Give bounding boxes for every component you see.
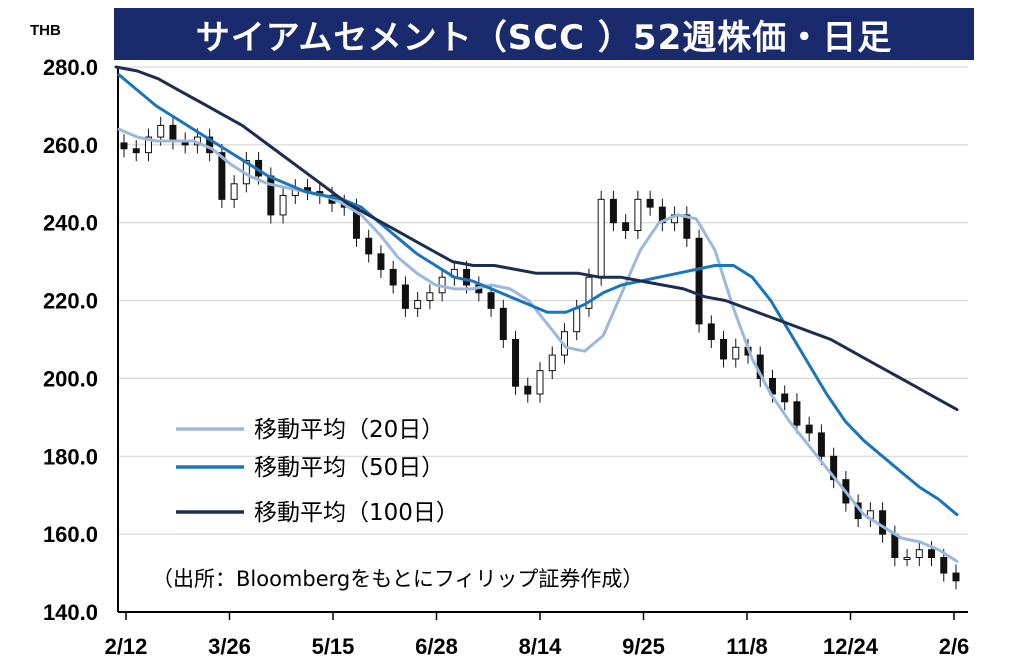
- legend: 移動平均（20日） 移動平均（50日） 移動平均（100日）: [176, 417, 459, 526]
- y-tick-label: 140.0: [43, 600, 98, 625]
- candle-body: [609, 198, 617, 224]
- y-axis-unit-label: THB: [30, 22, 61, 39]
- x-tick-label: 2/6: [939, 634, 970, 659]
- candle-body: [793, 401, 801, 426]
- ma-line-100: [114, 65, 959, 412]
- candle-body: [683, 214, 691, 239]
- candle-body: [279, 194, 287, 216]
- candle-body: [732, 346, 740, 360]
- candle-body: [120, 142, 128, 150]
- y-tick-label: 160.0: [43, 522, 98, 547]
- candle-body: [597, 198, 605, 278]
- x-tick-label: 3/26: [208, 634, 251, 659]
- candle-body: [365, 237, 373, 255]
- candle-body: [401, 284, 409, 309]
- x-tick-label: 6/28: [415, 634, 458, 659]
- candle-body: [573, 307, 581, 333]
- y-tick-label: 240.0: [43, 211, 98, 236]
- candle-body: [817, 432, 825, 457]
- candle-body: [512, 339, 520, 387]
- x-tick-label: 8/14: [519, 634, 563, 659]
- candle-body: [928, 549, 936, 559]
- candle-body: [499, 307, 507, 341]
- candle-body: [157, 124, 165, 138]
- candle-body: [646, 198, 654, 208]
- x-tick-label: 12/24: [823, 634, 879, 659]
- x-axis-ticks: 2/12 3/26 5/15 6/28 8/14 9/25 11/8 12/24 2/6: [105, 612, 970, 659]
- candle-body: [218, 152, 226, 200]
- candle-body: [952, 572, 960, 582]
- candle-body: [634, 198, 642, 232]
- candle-body: [903, 557, 911, 560]
- y-axis-ticks: 280.0 260.0 240.0 220.0 200.0 180.0 160.0 140.0: [43, 55, 98, 625]
- candle-body: [389, 268, 397, 286]
- candle-body: [781, 393, 789, 403]
- candle-body: [695, 237, 703, 325]
- legend-label: 移動平均（100日）: [254, 500, 459, 526]
- candle-body: [585, 276, 593, 309]
- candle-body: [132, 148, 140, 154]
- candle-body: [169, 124, 177, 142]
- y-tick-label: 180.0: [43, 444, 98, 469]
- candle-body: [622, 222, 630, 231]
- y-tick-label: 280.0: [43, 55, 98, 80]
- x-tick-label: 5/15: [312, 634, 355, 659]
- y-tick-label: 260.0: [43, 133, 98, 158]
- x-tick-label: 9/25: [622, 634, 665, 659]
- y-tick-label: 200.0: [43, 366, 98, 391]
- candle-body: [463, 268, 471, 286]
- gridlines: [117, 66, 968, 613]
- candle-body: [414, 300, 422, 309]
- ma-line-20: [117, 127, 959, 563]
- candle-body: [426, 292, 434, 302]
- candle-body: [805, 424, 813, 434]
- source-note: （出所：Bloombergをもとにフィリップ証券作成）: [152, 567, 643, 591]
- legend-label: 移動平均（20日）: [254, 417, 444, 443]
- candle-body: [879, 510, 887, 535]
- x-tick-label: 11/8: [726, 634, 768, 659]
- candlesticks: [120, 116, 960, 590]
- legend-label: 移動平均（50日）: [254, 455, 444, 481]
- candle-body: [377, 253, 385, 270]
- candle-body: [230, 183, 238, 200]
- candle-body: [940, 557, 948, 574]
- x-tick-label: 2/12: [105, 634, 148, 659]
- candle-body: [487, 292, 495, 309]
- ma-line-50: [117, 73, 959, 517]
- candle-body: [830, 455, 838, 481]
- candle-body: [548, 354, 556, 372]
- y-tick-label: 220.0: [43, 289, 98, 314]
- candle-body: [915, 549, 923, 559]
- candle-body: [536, 370, 544, 395]
- candle-body: [720, 339, 728, 360]
- candle-body: [267, 175, 275, 216]
- candle-body: [707, 323, 715, 340]
- moving-average-lines: [114, 65, 959, 563]
- candle-body: [891, 533, 899, 559]
- chart-title: サイアムセメント（SCC ）52週株価・日足: [114, 8, 974, 60]
- candle-body: [144, 136, 152, 154]
- candle-body: [206, 136, 214, 154]
- candle-body: [524, 385, 532, 395]
